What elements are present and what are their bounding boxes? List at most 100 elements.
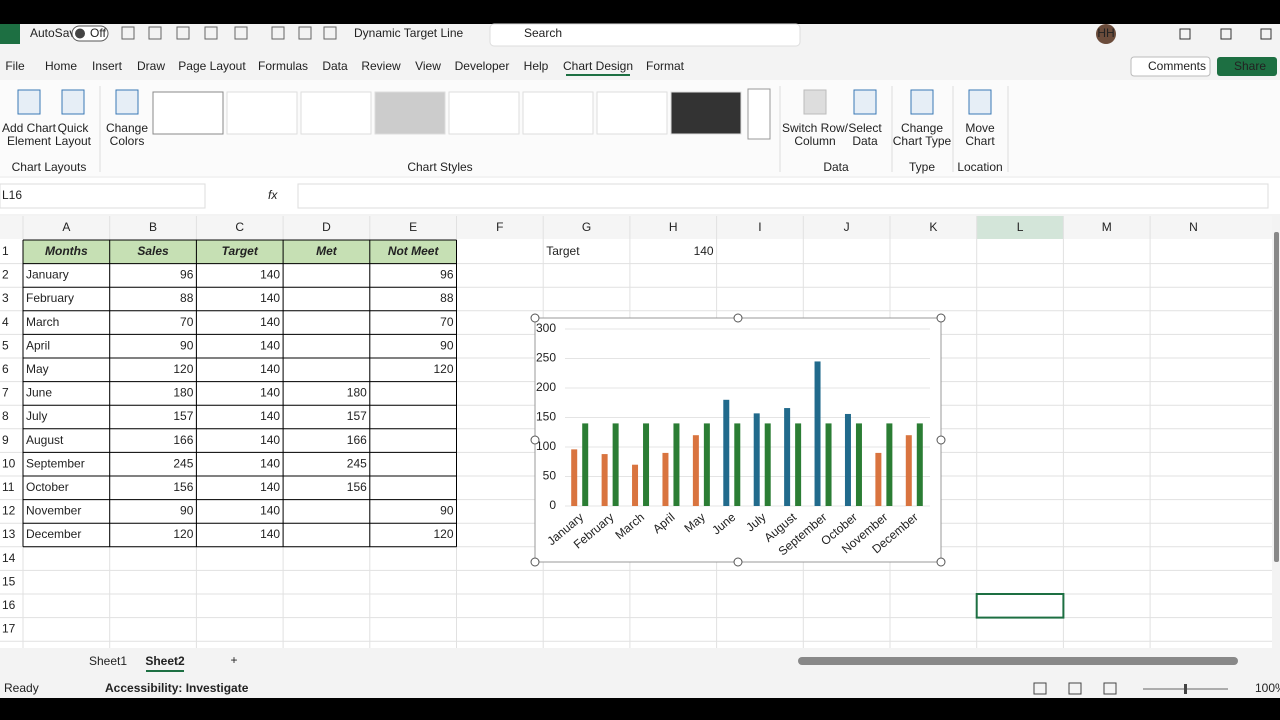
bar[interactable] [582,423,589,506]
toolbar-icon[interactable] [176,26,190,40]
toolbar-icon[interactable] [234,26,248,40]
active-cell[interactable] [975,593,1065,619]
cell-number[interactable]: 140 [260,338,280,352]
row-header[interactable]: 17 [2,622,16,636]
bar[interactable] [703,423,710,506]
row-header[interactable]: 16 [2,598,16,612]
ribbon-button-label[interactable]: Chart Type [893,134,952,148]
resize-handle[interactable] [530,435,540,445]
cell-text[interactable]: June [26,386,52,400]
ribbon-button-label[interactable]: Chart [965,134,995,148]
cell-number[interactable]: 140 [260,362,280,376]
menu-tab[interactable]: File [5,59,25,73]
row-header[interactable]: 12 [2,504,16,518]
column-header[interactable]: H [669,220,678,234]
menu-tab[interactable]: Chart Design [563,59,633,73]
sheet-tab[interactable]: Sheet2 [145,654,185,668]
bar[interactable] [814,361,821,506]
status-accessibility[interactable]: Accessibility: Investigate [105,681,249,695]
cell-text[interactable]: March [26,315,59,329]
column-header[interactable]: E [409,220,417,234]
menu-tab[interactable]: Review [361,59,401,73]
bar[interactable] [825,423,832,506]
menu-tab[interactable]: Draw [137,59,165,73]
bar[interactable] [855,423,862,506]
column-header[interactable]: N [1189,220,1198,234]
toolbar-icon[interactable] [121,26,135,40]
column-header[interactable]: D [322,220,331,234]
cell-number[interactable]: 140 [260,456,280,470]
column-header[interactable]: G [582,220,591,234]
row-header[interactable]: 3 [2,291,9,305]
cell-number[interactable]: 120 [173,362,193,376]
cell-number[interactable]: 90 [180,338,194,352]
cell-number[interactable]: 70 [180,315,194,329]
view-button[interactable] [1033,682,1047,695]
chart-style-thumbnail[interactable] [596,91,668,135]
column-header[interactable]: J [844,220,850,234]
view-button[interactable] [1103,682,1117,695]
name-box-value[interactable]: L16 [2,188,22,202]
cell-number[interactable]: 166 [347,433,367,447]
menu-tab[interactable]: Data [322,59,348,73]
ribbon-icon[interactable] [61,89,85,115]
menu-tab[interactable]: Formulas [258,59,308,73]
ribbon-button-label[interactable]: Layout [55,134,92,148]
resize-handle[interactable] [936,557,946,567]
ribbon-button-label[interactable]: Change [106,121,148,135]
chart-style-thumbnail[interactable] [300,91,372,135]
cell-number[interactable]: 120 [173,527,193,541]
bar[interactable] [886,423,893,506]
cell-number[interactable]: 120 [433,527,453,541]
formula-input[interactable] [297,183,1269,209]
row-header[interactable]: 10 [2,456,16,470]
bar[interactable] [753,413,760,506]
ribbon-button-label[interactable]: Column [794,134,835,148]
chart-style-thumbnail[interactable] [448,91,520,135]
bar[interactable] [844,413,851,506]
row-header[interactable]: 11 [2,480,15,494]
window-control[interactable] [1220,28,1232,40]
comments-label[interactable]: Comments [1148,59,1206,73]
horizontal-scrollbar[interactable] [798,657,1238,665]
bar[interactable] [673,423,680,506]
styles-more[interactable] [747,88,771,140]
cell-text[interactable]: July [26,409,47,423]
zoom-thumb[interactable] [1184,684,1187,694]
resize-handle[interactable] [936,313,946,323]
target-value[interactable]: 140 [694,244,714,258]
ribbon-button-label[interactable]: Colors [110,134,145,148]
cell-number[interactable]: 140 [260,504,280,518]
excel-logo[interactable] [0,24,20,44]
ribbon-icon[interactable] [803,89,827,115]
chart-style-thumbnail[interactable] [670,91,742,135]
cell-number[interactable]: 96 [180,268,194,282]
menu-tab[interactable]: Format [646,59,685,73]
cell-number[interactable]: 140 [260,433,280,447]
ribbon-button-label[interactable]: Quick [58,121,90,135]
row-header[interactable]: 4 [2,315,9,329]
resize-handle[interactable] [530,557,540,567]
file-name[interactable]: Dynamic Target Line [354,26,463,40]
cell-text[interactable]: August [26,433,64,447]
ribbon-button-label[interactable]: Add Chart [2,121,57,135]
cell-number[interactable]: 140 [260,527,280,541]
cell-number[interactable]: 157 [173,409,193,423]
row-header[interactable]: 8 [2,409,9,423]
column-header[interactable]: L [1017,220,1024,234]
view-button[interactable] [1068,682,1082,695]
chart-style-thumbnail[interactable] [152,91,224,135]
menu-tab[interactable]: Home [45,59,77,73]
chart-style-thumbnail[interactable] [374,91,446,135]
cell-number[interactable]: 140 [260,291,280,305]
search-box[interactable] [489,23,801,47]
cell-number[interactable]: 90 [440,504,454,518]
chart-style-thumbnail[interactable] [226,91,298,135]
column-header[interactable]: M [1102,220,1112,234]
cell-number[interactable]: 180 [173,386,193,400]
cell-number[interactable]: 90 [180,504,194,518]
bar[interactable] [601,454,608,506]
row-header[interactable]: 7 [2,386,9,400]
column-header[interactable]: A [62,220,70,234]
cell-text[interactable]: November [26,504,81,518]
